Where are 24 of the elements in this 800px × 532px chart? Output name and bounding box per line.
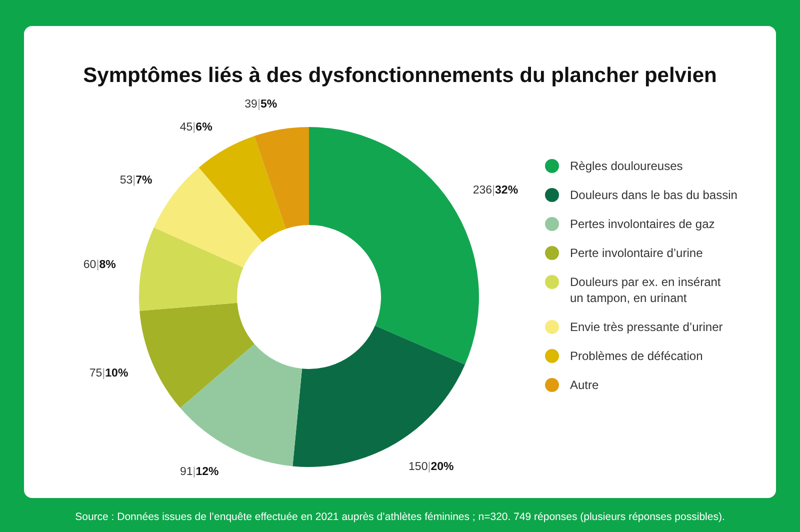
donut-slice: [198, 136, 286, 242]
donut-slice: [140, 302, 254, 408]
data-label: 45|6%: [180, 122, 212, 134]
legend-label: Envie très pressante d’uriner: [570, 320, 723, 334]
donut-slice: [154, 167, 262, 268]
donut-slice: [139, 227, 244, 311]
data-label: 39|5%: [244, 98, 278, 111]
legend-label: Douleurs par ex. en insérant un tampon, en urinant: [570, 275, 722, 305]
legend-label: Douleurs dans le bas du bassin: [570, 188, 738, 202]
legend-label: Perte involontaire d’urine: [570, 246, 704, 260]
data-label: 91|12%: [180, 466, 219, 478]
data-label: 236|32%: [472, 184, 518, 196]
legend-label: Règles douloureuses: [570, 159, 683, 173]
donut-slice: [180, 344, 302, 466]
source-note: Source : Données issues de l’enquête effectuée en 2021 auprès d’athlètes féminines ; n=320. 749 réponses (plusieurs réponses possibles).: [75, 511, 725, 523]
legend-label: Autre: [570, 378, 600, 392]
data-label: 60|8%: [83, 258, 116, 271]
data-label: 75|10%: [89, 368, 128, 380]
data-label: 53|7%: [120, 174, 152, 186]
data-label: 150|20%: [408, 460, 454, 473]
chart-title: Symptômes liés à des dysfonctionnements du plancher pelvien: [83, 64, 717, 87]
legend-label: Pertes involontaires de gaz: [570, 217, 715, 231]
legend-label: Problèmes de défécation: [570, 349, 703, 363]
donut-slice: [254, 127, 309, 229]
